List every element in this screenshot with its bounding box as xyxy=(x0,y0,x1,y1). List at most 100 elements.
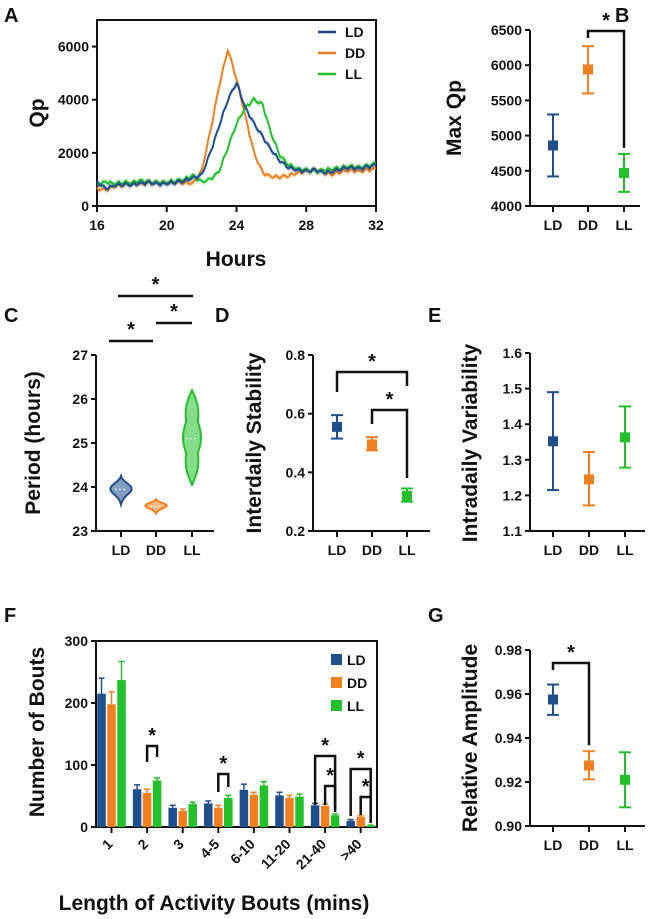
significance-star: * xyxy=(326,765,334,787)
significance-bracket xyxy=(217,772,230,792)
x-tick-label: 2 xyxy=(134,836,151,853)
panel-g: 0.90 0.92 0.94 0.96 0.98 G Relative Amplitude L… xyxy=(428,605,645,853)
y-tick-label: 200 xyxy=(65,695,89,711)
significance-bracket xyxy=(335,370,409,392)
panel-f: 0 100 200 300 F Number of Bouts Length of Acti… xyxy=(4,605,378,915)
y-tick-label: 5500 xyxy=(491,92,522,108)
bar-ld xyxy=(132,789,142,827)
bar-ld xyxy=(239,789,249,827)
y-tick-label: 0.94 xyxy=(495,730,522,746)
legend-label-ld: LD xyxy=(347,652,366,668)
panel-e: 1.1 1.2 1.3 1.4 1.5 1.6 E Intradaily Variabilit… xyxy=(428,305,645,558)
sem-band-ld xyxy=(97,80,376,193)
y-tick-label: 6500 xyxy=(491,22,522,38)
bar-ld xyxy=(310,805,320,827)
x-tick-label: LD xyxy=(544,837,563,853)
x-tick-label: LD xyxy=(112,542,131,558)
x-tick-label: DD xyxy=(579,837,599,853)
legend-label-dd: DD xyxy=(347,675,367,691)
panel-d: 0.2 0.4 0.6 0.8 D Interdaily Stability LD DD LL *… xyxy=(215,305,430,558)
x-tick-label: LD xyxy=(328,542,347,558)
panel-label: E xyxy=(428,305,441,327)
y-tick-label: 0 xyxy=(80,819,88,835)
significance-bracket xyxy=(313,754,337,809)
mean-marker xyxy=(548,140,558,151)
x-tick-label: DD xyxy=(146,542,166,558)
panel-label: A xyxy=(4,5,18,27)
bar-ld xyxy=(346,820,355,827)
y-tick-label: 1.2 xyxy=(503,487,523,503)
violin-ld xyxy=(109,472,133,509)
significance-star: * xyxy=(567,642,575,664)
significance-star: * xyxy=(386,389,394,411)
bar-dd xyxy=(178,810,187,827)
x-tick-label: 4-5 xyxy=(197,836,223,862)
panel-c: 23 24 25 26 27 C Period (hours) LD DD LL * * * xyxy=(4,274,214,558)
y-tick-label: 26 xyxy=(72,391,88,407)
legend-label-dd: DD xyxy=(345,45,365,61)
x-tick-label: 21-40 xyxy=(293,836,330,873)
bar-ld xyxy=(97,693,106,827)
y-tick-label: 25 xyxy=(72,435,88,451)
x-tick-label: 24 xyxy=(229,217,245,233)
significance-bracket xyxy=(370,408,409,478)
x-tick-label: 11-20 xyxy=(258,836,294,872)
significance-star: * xyxy=(152,274,160,296)
significance-star: * xyxy=(148,725,156,747)
bar-ll xyxy=(366,825,375,827)
bar-dd xyxy=(142,792,152,827)
mean-marker xyxy=(620,432,630,443)
x-tick-label: LL xyxy=(616,542,634,558)
x-tick-label: >40 xyxy=(337,836,365,864)
y-tick-label: 0.96 xyxy=(495,686,522,702)
mean-marker xyxy=(583,64,593,75)
plot-frame xyxy=(95,640,378,828)
mean-marker xyxy=(584,760,594,771)
x-tick-label: 28 xyxy=(298,217,314,233)
mean-marker xyxy=(548,694,558,705)
y-tick-label: 4500 xyxy=(491,163,522,179)
bar-ld xyxy=(168,807,177,827)
y-tick-label: 4000 xyxy=(491,198,522,214)
panel-a: 0 2000 4000 6000 16 20 24 28 32 A Qp Hours LD DD LL xyxy=(4,5,384,271)
bar-dd xyxy=(285,797,294,827)
bar-dd xyxy=(214,807,223,827)
y-tick-label: 4000 xyxy=(58,92,89,108)
significance-bracket xyxy=(145,744,159,762)
x-tick-label: DD xyxy=(578,217,598,233)
x-axis-label: Length of Activity Bouts (mins) xyxy=(59,892,370,915)
mean-marker xyxy=(548,436,558,447)
y-tick-label: 6000 xyxy=(58,39,89,55)
bar-ll xyxy=(224,797,233,827)
x-tick-label: 20 xyxy=(159,217,175,233)
bar-ll xyxy=(117,680,126,827)
x-tick-label: 16 xyxy=(89,217,105,233)
bar-ld xyxy=(275,795,284,827)
mean-marker xyxy=(367,439,377,450)
legend-label-ll: LL xyxy=(347,698,365,714)
y-tick-label: 0.4 xyxy=(286,464,306,480)
panel-label: G xyxy=(428,605,444,627)
x-tick-label: DD xyxy=(362,542,382,558)
y-axis-label: Relative Amplitude xyxy=(459,644,482,832)
y-axis-label: Number of Bouts xyxy=(26,647,49,817)
series-line-ll xyxy=(96,96,377,187)
bar-dd xyxy=(249,794,259,827)
bar-dd xyxy=(107,704,116,827)
x-tick-label: LL xyxy=(183,542,201,558)
legend-label-ld: LD xyxy=(345,24,364,40)
x-tick-label: LL xyxy=(398,542,416,558)
y-tick-label: 1.5 xyxy=(503,381,523,397)
y-axis-label: Period (hours) xyxy=(22,371,45,515)
bar-ll xyxy=(295,796,304,827)
y-tick-label: 0.98 xyxy=(495,642,522,658)
y-tick-label: 1.6 xyxy=(503,345,523,361)
significance-star: * xyxy=(362,776,370,798)
x-tick-label: LD xyxy=(544,217,563,233)
significance-star: * xyxy=(368,351,376,373)
significance-bracket xyxy=(323,784,337,812)
panel-label: D xyxy=(215,305,229,327)
legend-swatch-dd xyxy=(331,677,342,688)
bar-dd xyxy=(356,817,365,827)
bar-ll xyxy=(188,804,197,827)
